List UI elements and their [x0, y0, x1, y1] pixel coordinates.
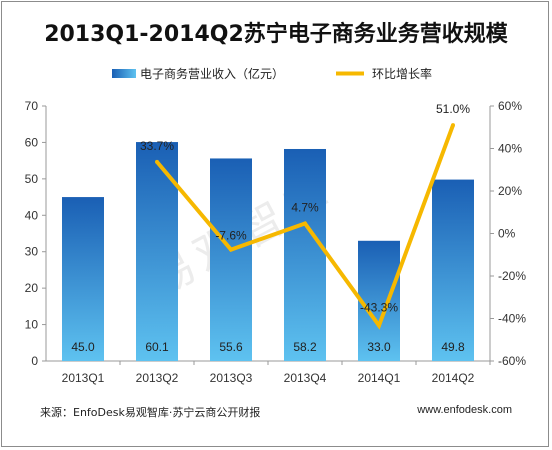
- bar-2014Q1: [358, 240, 400, 361]
- bar-value-label: 55.6: [219, 340, 243, 354]
- right-tick-label: 60%: [498, 99, 522, 113]
- left-tick-label: 60: [25, 135, 39, 149]
- right-tick-label: -60%: [498, 354, 526, 368]
- right-tick-label: -40%: [498, 312, 526, 326]
- growth-point-2013Q2: [155, 159, 159, 164]
- growth-label: 4.7%: [291, 201, 319, 215]
- left-tick-label: 50: [25, 172, 39, 186]
- growth-point-2013Q3: [229, 247, 233, 252]
- legend: 电子商务营业收入（亿元） 环比增长率: [112, 66, 432, 81]
- bar-value-label: 60.1: [145, 340, 169, 354]
- chart-title: 2013Q1-2014Q2苏宁电子商务业务营收规模: [44, 22, 508, 47]
- site-url: www.enfodesk.com: [417, 404, 512, 416]
- bar-2014Q2: [432, 179, 474, 361]
- left-tick-label: 20: [25, 281, 39, 295]
- right-axis-ticks: -60% -40% -20% 0% 20% 40% 60%: [490, 99, 526, 368]
- growth-point-2013Q4: [303, 221, 307, 226]
- category-label: 2013Q3: [210, 371, 253, 385]
- left-tick-label: 70: [25, 99, 39, 113]
- bar-2013Q4: [284, 148, 326, 361]
- legend-label-revenue: 电子商务营业收入（亿元）: [140, 66, 284, 81]
- source-note: 来源：EnfoDesk易观智库·苏宁云商公开财报: [40, 406, 261, 419]
- growth-label: -43.3%: [360, 301, 398, 315]
- category-label: 2013Q2: [136, 371, 179, 385]
- bar-2013Q3: [210, 158, 252, 361]
- bar-value-label: 45.0: [71, 340, 95, 354]
- category-label: 2014Q2: [432, 371, 475, 385]
- left-tick-label: 0: [31, 354, 38, 368]
- bar-value-label: 49.8: [441, 340, 465, 354]
- legend-label-growth: 环比增长率: [372, 66, 432, 81]
- legend-swatch-revenue: [112, 69, 136, 78]
- category-label: 2014Q1: [358, 371, 401, 385]
- category-label: 2013Q1: [62, 371, 105, 385]
- growth-label: 33.7%: [140, 139, 174, 153]
- left-tick-label: 30: [25, 245, 39, 259]
- left-tick-label: 40: [25, 208, 39, 222]
- left-tick-label: 10: [25, 318, 39, 332]
- right-tick-label: -20%: [498, 269, 526, 283]
- category-label: 2013Q4: [284, 371, 327, 385]
- growth-point-2014Q2: [451, 123, 455, 128]
- bar-value-label: 58.2: [293, 340, 317, 354]
- growth-point-2014Q1: [377, 323, 381, 328]
- right-tick-label: 0%: [498, 227, 516, 241]
- right-tick-label: 20%: [498, 184, 522, 198]
- left-axis-ticks: 0 10 20 30 40 50 60 70: [25, 99, 46, 368]
- bar-2013Q1: [62, 197, 104, 361]
- right-tick-label: 40%: [498, 142, 522, 156]
- bar-value-label: 33.0: [367, 340, 391, 354]
- growth-label: 51.0%: [436, 102, 470, 116]
- growth-label: -7.6%: [215, 229, 247, 243]
- bars: 45.0 60.1 55.6 58.2 33.0 49.8: [62, 142, 474, 361]
- growth-labels: 33.7% -7.6% 4.7% -43.3% 51.0%: [140, 102, 470, 328]
- bar-2013Q2: [136, 142, 178, 361]
- category-labels: 2013Q1 2013Q2 2013Q3 2013Q4 2014Q1 2014Q2: [62, 361, 491, 385]
